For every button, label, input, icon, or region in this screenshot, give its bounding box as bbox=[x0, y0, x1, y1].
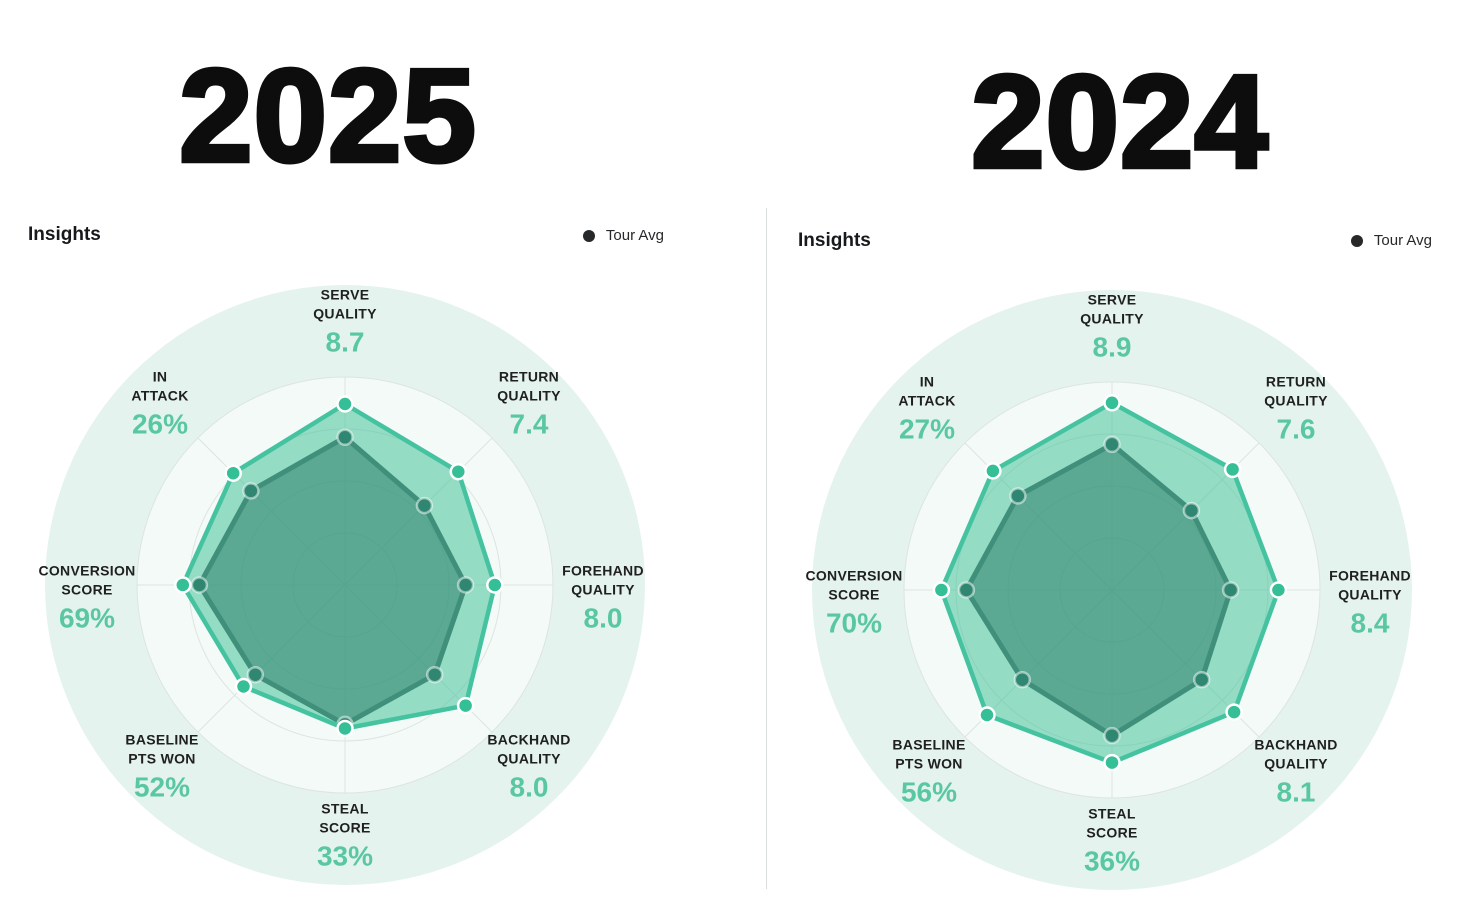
panel-2024: 2024 Insights Tour Avg SERVE QUALITY 8.9… bbox=[767, 0, 1473, 903]
panel-divider bbox=[766, 208, 767, 889]
year-title-2025: 2025 bbox=[177, 42, 478, 189]
radar-chart-2024 bbox=[812, 290, 1412, 890]
main-series-point[interactable] bbox=[336, 395, 354, 413]
tour-avg-point[interactable] bbox=[1013, 670, 1032, 689]
main-series-point[interactable] bbox=[1103, 753, 1121, 772]
year-title-2024: 2024 bbox=[969, 48, 1270, 195]
main-series-point[interactable] bbox=[1103, 394, 1121, 412]
main-series-point[interactable] bbox=[224, 464, 242, 482]
radar-chart-2025 bbox=[45, 285, 645, 885]
insights-heading: Insights bbox=[28, 224, 101, 245]
main-series-point[interactable] bbox=[1225, 703, 1243, 721]
tour-avg-point[interactable] bbox=[1182, 501, 1201, 520]
legend-dot-icon bbox=[1350, 234, 1363, 247]
tour-avg-legend[interactable]: Tour Avg bbox=[1350, 232, 1432, 249]
main-series-point[interactable] bbox=[234, 677, 253, 696]
tour-avg-point[interactable] bbox=[246, 665, 265, 684]
tour-avg-point[interactable] bbox=[456, 576, 475, 594]
tour-avg-point[interactable] bbox=[957, 581, 976, 599]
tour-avg-point[interactable] bbox=[425, 665, 444, 684]
main-series-point[interactable] bbox=[1269, 581, 1288, 599]
main-series-point[interactable] bbox=[932, 581, 951, 599]
panel-2025: 2025 Insights Tour Avg SERVE QUALITY 8.7… bbox=[0, 0, 736, 903]
tour-avg-legend[interactable]: Tour Avg bbox=[582, 227, 664, 244]
main-series-point[interactable] bbox=[984, 462, 1002, 480]
tour-avg-point[interactable] bbox=[1103, 726, 1121, 745]
main-series-point[interactable] bbox=[336, 719, 354, 738]
tour-avg-point[interactable] bbox=[1009, 487, 1027, 505]
legend-dot-icon bbox=[582, 229, 595, 242]
main-series-point[interactable] bbox=[174, 576, 192, 594]
tour-avg-point[interactable] bbox=[1221, 581, 1240, 599]
legend-label: Tour Avg bbox=[605, 227, 664, 244]
insights-heading: Insights bbox=[798, 230, 871, 251]
tour-avg-point[interactable] bbox=[1103, 435, 1121, 454]
tour-avg-point[interactable] bbox=[190, 576, 209, 594]
tour-avg-point[interactable] bbox=[242, 482, 260, 500]
main-series-point[interactable] bbox=[456, 696, 475, 715]
main-series-point[interactable] bbox=[449, 462, 468, 481]
tour-avg-point[interactable] bbox=[1192, 670, 1211, 689]
tour-avg-point[interactable] bbox=[415, 496, 434, 515]
main-series-point[interactable] bbox=[1223, 460, 1242, 479]
main-series-point[interactable] bbox=[486, 576, 504, 594]
legend-label: Tour Avg bbox=[1373, 232, 1432, 249]
tour-avg-point[interactable] bbox=[336, 428, 354, 447]
main-series-point[interactable] bbox=[978, 706, 996, 724]
